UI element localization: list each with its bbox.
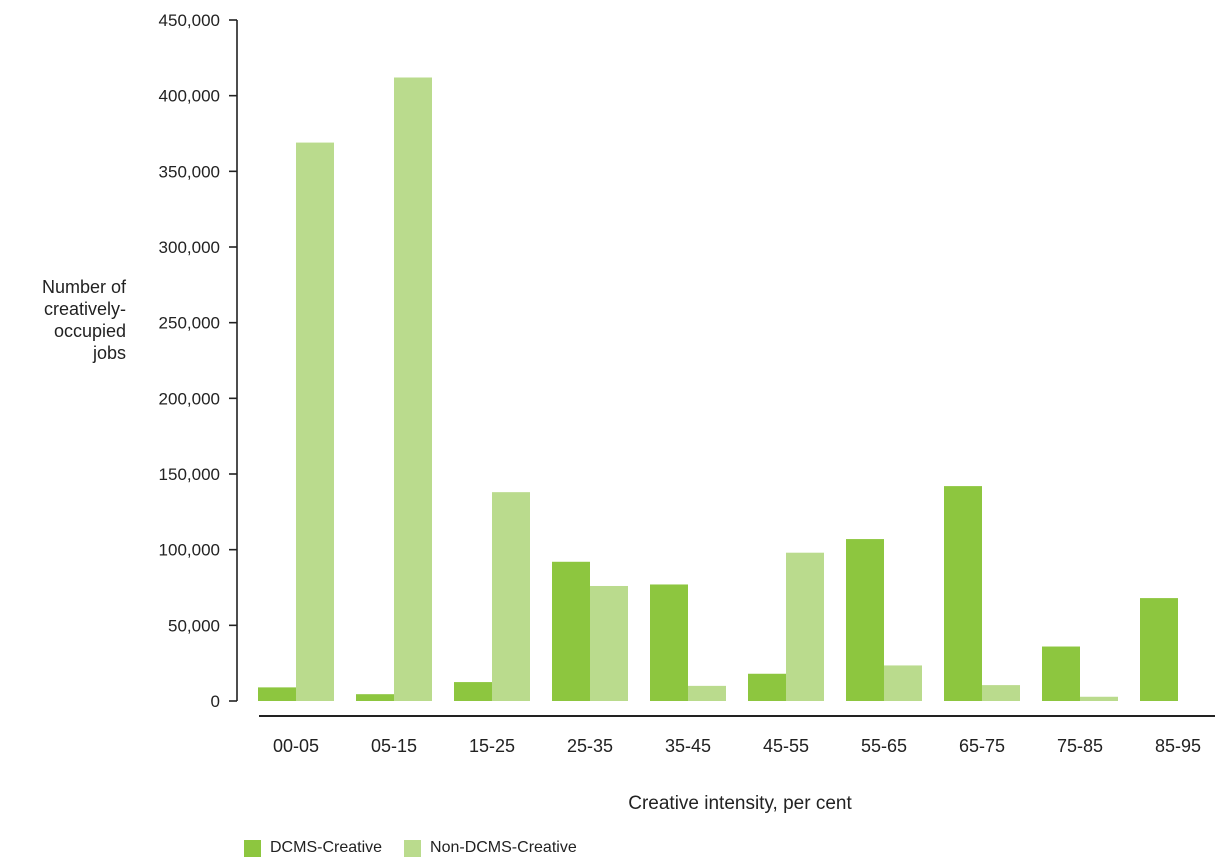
y-axis: 0 50,000 100,000 150,000 200,000 250,000 300,0… [159,11,238,711]
x-tick-label: 15-25 [469,736,515,756]
bar-dcms-creative [748,673,786,701]
legend-item-dcms-creative: DCMS-Creative [244,839,382,857]
bar-dcms-creative [1140,598,1178,701]
y-axis-label-line: jobs [92,343,126,363]
bar-non-dcms-creative [1080,696,1118,701]
y-tick-label: 100,000 [159,541,220,560]
bar-dcms-creative [650,584,688,701]
y-axis-label: Number of creatively- occupied jobs [20,276,126,364]
x-tick-label: 85-95 [1155,736,1201,756]
bars [258,77,1178,702]
legend-item-non-dcms-creative: Non-DCMS-Creative [404,839,577,857]
x-axis-label: Creative intensity, per cent [628,793,852,814]
y-tick-label: 250,000 [159,314,220,333]
bar-non-dcms-creative [492,492,530,701]
x-tick-label: 25-35 [567,736,613,756]
y-axis-label-line: occupied [53,321,126,341]
bar-dcms-creative [552,561,590,701]
bar-dcms-creative [944,486,982,701]
bar-non-dcms-creative [296,142,334,701]
x-axis: 00-05 05-15 15-25 25-35 35-45 45-55 55-65 65-75… [259,715,1215,756]
y-tick-label: 200,000 [159,389,220,408]
y-tick-label: 400,000 [159,87,220,106]
x-tick-label: 75-85 [1057,736,1103,756]
y-axis-label-line: creatively- [43,299,126,319]
legend-label: Non-DCMS-Creative [430,839,577,856]
bar-dcms-creative [1042,646,1080,701]
x-tick-label: 55-65 [861,736,907,756]
bar-dcms-creative [454,682,492,701]
bar-dcms-creative [846,539,884,701]
y-tick-label: 450,000 [159,11,220,30]
bar-dcms-creative [356,694,394,701]
y-tick-label: 0 [211,692,220,711]
x-tick-label: 45-55 [763,736,809,756]
x-tick-label: 05-15 [371,736,417,756]
bar-non-dcms-creative [786,552,824,701]
bar-non-dcms-creative [884,665,922,701]
legend-swatch [404,839,422,857]
y-tick-label: 150,000 [159,465,220,484]
bar-non-dcms-creative [688,685,726,701]
x-tick-label: 35-45 [665,736,711,756]
bar-non-dcms-creative [590,585,628,701]
y-axis-label-line: Number of [41,277,126,297]
legend: DCMS-Creative Non-DCMS-Creative [244,839,599,857]
y-tick-label: 350,000 [159,162,220,181]
legend-label: DCMS-Creative [270,839,383,856]
y-tick-label: 300,000 [159,238,220,257]
bar-non-dcms-creative [394,77,432,702]
x-tick-label: 65-75 [959,736,1005,756]
legend-swatch [244,839,261,857]
y-tick-label: 50,000 [168,616,220,635]
x-tick-label: 00-05 [273,736,319,756]
bar-dcms-creative [258,687,296,701]
bar-non-dcms-creative [982,685,1020,701]
